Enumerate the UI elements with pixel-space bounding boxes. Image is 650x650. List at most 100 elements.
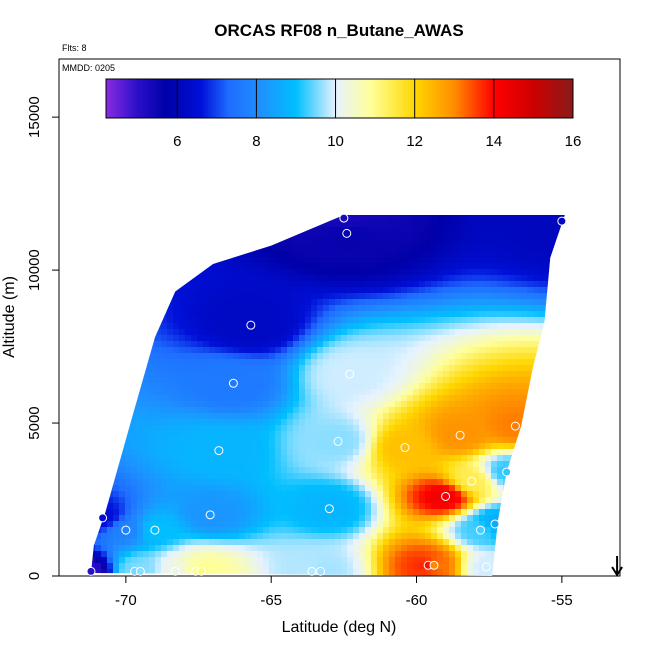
heatmap-cell bbox=[413, 329, 419, 335]
heatmap-cell bbox=[371, 353, 377, 359]
heatmap-cell bbox=[545, 227, 551, 233]
heatmap-cell bbox=[299, 149, 305, 155]
heatmap-cell bbox=[569, 299, 575, 305]
heatmap-cell bbox=[605, 329, 611, 335]
heatmap-cell bbox=[581, 269, 587, 275]
heatmap-cell bbox=[299, 227, 305, 233]
heatmap-cell bbox=[287, 209, 293, 215]
heatmap-cell bbox=[221, 167, 227, 173]
heatmap-cell bbox=[389, 209, 395, 215]
heatmap-cell bbox=[90, 371, 95, 377]
heatmap-cell bbox=[365, 137, 371, 143]
heatmap-cell bbox=[245, 347, 251, 353]
heatmap-cell bbox=[503, 119, 509, 125]
heatmap-cell bbox=[455, 209, 461, 215]
heatmap-cell bbox=[125, 233, 131, 239]
heatmap-cell bbox=[485, 71, 491, 77]
heatmap-cell bbox=[551, 71, 557, 77]
heatmap-cell bbox=[131, 155, 137, 161]
heatmap-cell bbox=[245, 269, 251, 275]
heatmap-cell bbox=[347, 197, 353, 203]
heatmap-cell bbox=[533, 203, 539, 209]
heatmap-cell bbox=[323, 299, 329, 305]
heatmap-cell bbox=[503, 245, 509, 251]
heatmap-cell bbox=[419, 275, 425, 281]
heatmap-cell bbox=[197, 305, 203, 311]
heatmap-cell bbox=[305, 269, 311, 275]
heatmap-cell bbox=[149, 191, 155, 197]
heatmap-cell bbox=[611, 341, 617, 347]
heatmap-cell bbox=[95, 209, 101, 215]
heatmap-cell bbox=[455, 257, 461, 263]
heatmap-cell bbox=[431, 149, 437, 155]
heatmap-cell bbox=[233, 239, 239, 245]
heatmap-cell bbox=[101, 137, 107, 143]
heatmap-cell bbox=[383, 173, 389, 179]
heatmap-cell bbox=[95, 131, 101, 137]
heatmap-cell bbox=[83, 83, 89, 89]
heatmap-cell bbox=[149, 353, 155, 359]
heatmap-cell bbox=[581, 221, 587, 227]
heatmap-cell bbox=[209, 275, 215, 281]
heatmap-cell bbox=[179, 71, 185, 77]
heatmap-cell bbox=[191, 185, 197, 191]
heatmap-cell bbox=[383, 293, 389, 299]
heatmap-cell bbox=[593, 335, 599, 341]
heatmap-cell bbox=[359, 161, 365, 167]
heatmap-cell bbox=[239, 359, 245, 365]
heatmap-cell bbox=[275, 215, 281, 221]
heatmap-cell bbox=[437, 371, 443, 377]
heatmap-cell bbox=[287, 155, 293, 161]
heatmap-cell bbox=[413, 239, 419, 245]
heatmap-cell bbox=[479, 239, 485, 245]
heatmap-cell bbox=[245, 203, 251, 209]
heatmap-cell bbox=[227, 347, 233, 353]
heatmap-cell bbox=[323, 233, 329, 239]
heatmap-cell bbox=[299, 353, 305, 359]
heatmap-cell bbox=[59, 329, 65, 335]
heatmap-cell bbox=[485, 185, 491, 191]
heatmap-cell bbox=[545, 371, 551, 377]
heatmap-cell bbox=[137, 281, 143, 287]
heatmap-cell bbox=[509, 233, 515, 239]
heatmap-cell bbox=[413, 221, 419, 227]
heatmap-cell bbox=[335, 227, 341, 233]
heatmap-cell bbox=[407, 173, 413, 179]
heatmap-cell bbox=[443, 155, 449, 161]
heatmap-cell bbox=[83, 161, 89, 167]
heatmap-cell bbox=[287, 293, 293, 299]
heatmap-cell bbox=[71, 323, 77, 329]
heatmap-cell bbox=[497, 65, 503, 71]
heatmap-cell bbox=[545, 269, 551, 275]
heatmap-cell bbox=[563, 191, 569, 197]
heatmap-cell bbox=[90, 275, 95, 281]
heatmap-cell bbox=[227, 323, 233, 329]
heatmap-cell bbox=[611, 305, 617, 311]
heatmap-cell bbox=[443, 359, 449, 365]
heatmap-cell bbox=[455, 125, 461, 131]
heatmap-cell bbox=[539, 353, 545, 359]
heatmap-cell bbox=[65, 329, 71, 335]
heatmap-cell bbox=[587, 191, 593, 197]
heatmap-cell bbox=[407, 299, 413, 305]
heatmap-cell bbox=[569, 311, 575, 317]
heatmap-cell bbox=[113, 203, 119, 209]
heatmap-cell bbox=[551, 161, 557, 167]
heatmap-cell bbox=[599, 347, 605, 353]
heatmap-cell bbox=[221, 359, 227, 365]
heatmap-cell bbox=[311, 335, 317, 341]
heatmap-cell bbox=[77, 275, 83, 281]
heatmap-cell bbox=[71, 377, 77, 383]
heatmap-cell bbox=[101, 143, 107, 149]
heatmap-cell bbox=[263, 299, 269, 305]
heatmap-cell bbox=[269, 341, 275, 347]
heatmap-cell bbox=[605, 275, 611, 281]
heatmap-cell bbox=[503, 269, 509, 275]
heatmap-cell bbox=[323, 119, 329, 125]
heatmap-cell bbox=[491, 239, 497, 245]
heatmap-cell bbox=[371, 197, 377, 203]
heatmap-cell bbox=[605, 155, 611, 161]
heatmap-cell bbox=[539, 293, 545, 299]
heatmap-cell bbox=[473, 353, 479, 359]
heatmap-cell bbox=[341, 269, 347, 275]
